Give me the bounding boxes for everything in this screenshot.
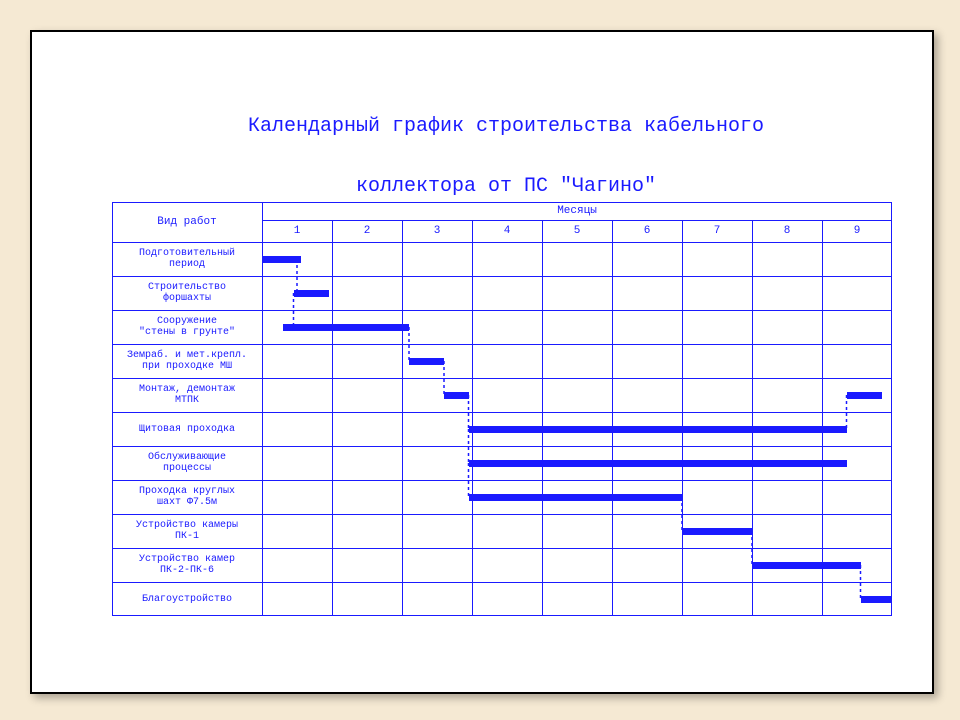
gantt-chart: Вид работМесяцы123456789 Подготовительный… (112, 202, 892, 616)
gantt-bar (469, 426, 847, 433)
gantt-bar (682, 528, 752, 535)
header-task-label: Вид работ (112, 202, 262, 242)
grid-line (612, 220, 613, 616)
month-header: 3 (402, 220, 472, 242)
task-label: Устройство камер ПК-2-ПК-6 (112, 548, 262, 582)
gantt-bar (469, 460, 847, 467)
month-header: 7 (682, 220, 752, 242)
grid-line (752, 220, 753, 616)
grid-line (472, 220, 473, 616)
gantt-bar (409, 358, 444, 365)
month-header: 9 (822, 220, 892, 242)
header-months-label: Месяцы (262, 202, 892, 220)
grid-line (682, 220, 683, 616)
grid-line (332, 220, 333, 616)
gantt-bar (847, 392, 882, 399)
gantt-bar (262, 256, 301, 263)
task-label: Проходка круглых шахт Ф7.5м (112, 480, 262, 514)
chart-title-line1: Календарный график строительства кабельн… (248, 115, 764, 138)
month-header: 8 (752, 220, 822, 242)
task-label: Устройство камеры ПК-1 (112, 514, 262, 548)
grid-line (402, 220, 403, 616)
task-label: Монтаж, демонтаж МТПК (112, 378, 262, 412)
task-label: Щитовая проходка (112, 412, 262, 446)
month-header: 2 (332, 220, 402, 242)
gantt-bar (283, 324, 409, 331)
gantt-bar (861, 596, 893, 603)
month-header: 5 (542, 220, 612, 242)
task-label: Обслуживающие процессы (112, 446, 262, 480)
grid-line (822, 220, 823, 616)
grid-line (262, 202, 263, 616)
grid-line (891, 202, 892, 616)
month-header: 4 (472, 220, 542, 242)
month-header: 6 (612, 220, 682, 242)
gantt-bar (444, 392, 469, 399)
gantt-bar (294, 290, 329, 297)
gantt-bar (469, 494, 683, 501)
task-label: Подготовительный период (112, 242, 262, 276)
gantt-bar (752, 562, 861, 569)
chart-title-line2: коллектора от ПС "Чагино" (356, 175, 656, 198)
task-label: Сооружение "стены в грунте" (112, 310, 262, 344)
grid-line (542, 220, 543, 616)
chart-frame: Календарный график строительства кабельн… (30, 30, 934, 694)
task-label: Земраб. и мет.крепл. при проходке МШ (112, 344, 262, 378)
task-label: Благоустройство (112, 582, 262, 616)
month-header: 1 (262, 220, 332, 242)
task-label: Строительство форшахты (112, 276, 262, 310)
